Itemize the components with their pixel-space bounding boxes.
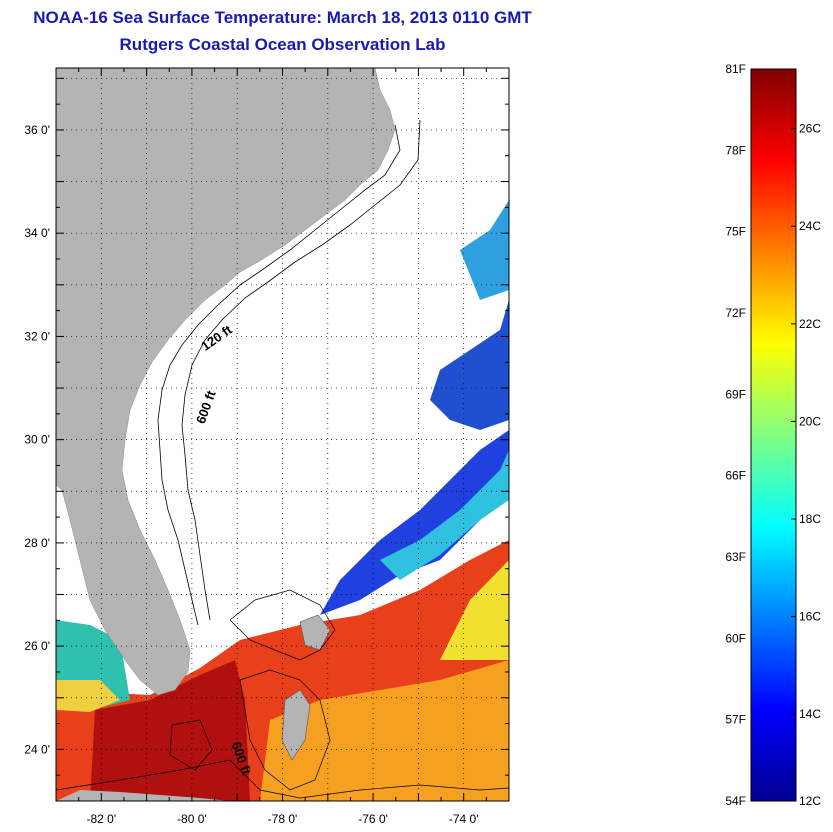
contour-bahamas [229, 589, 336, 661]
colorbar-celsius-label: 18C [799, 512, 821, 526]
colorbar-celsius-label: 24C [799, 219, 821, 233]
map-layers [56, 68, 509, 801]
sst-north-patch-2 [460, 200, 509, 300]
colorbar-celsius-label: 16C [799, 610, 821, 624]
chart-subtitle: Rutgers Coastal Ocean Observation Lab [119, 35, 446, 54]
sst-cool-front [320, 430, 509, 615]
colorbar-fahrenheit-label: 63F [725, 550, 746, 564]
lat-tick-label: 28 0' [24, 536, 50, 550]
lat-tick-label: 30 0' [24, 433, 50, 447]
lon-tick-label: -74 0' [449, 812, 479, 826]
contour-south [56, 759, 509, 799]
colorbar-fahrenheit-label: 78F [725, 143, 746, 157]
sst-cyan-band [380, 450, 509, 580]
colorbar-fahrenheit-label: 60F [725, 631, 746, 645]
colorbar-celsius-label: 20C [799, 414, 821, 428]
lat-tick-label: 36 0' [24, 123, 50, 137]
colorbar-fahrenheit-label: 81F [725, 62, 746, 76]
colorbar-fahrenheit-label: 72F [725, 306, 746, 320]
colorbar-labels: 81F 78F 75F 72F 69F 66F 63F 60F 57F 54F 26C 24C 22C 2… [725, 62, 821, 808]
sst-yellow-region [440, 560, 509, 660]
land-us-coast [56, 68, 396, 696]
contour-600ft [181, 119, 421, 621]
colorbar-fahrenheit-label: 66F [725, 469, 746, 483]
colorbar-celsius-label: 22C [799, 317, 821, 331]
land-cuba-edge [56, 790, 230, 801]
land-bahamas-andros [281, 689, 311, 761]
axis-ticks: 36 0' 34 0' 32 0' 30 0' 28 0' 26 0' 24 0' -82 0… [24, 68, 510, 826]
lon-tick-label: -76 0' [358, 812, 388, 826]
contour-cay-sal [169, 719, 213, 771]
colorbar-fahrenheit-label: 57F [725, 713, 746, 727]
lat-tick-label: 24 0' [24, 742, 50, 756]
colorbar-fahrenheit-label: 75F [725, 225, 746, 239]
lon-tick-label: -82 0' [86, 812, 116, 826]
lat-tick-label: 34 0' [24, 226, 50, 240]
colorbar-fahrenheit-label: 69F [725, 387, 746, 401]
contour-bahamas-2 [239, 669, 331, 791]
lon-tick-label: -80 0' [177, 812, 207, 826]
sst-west-patch-yellow [56, 680, 120, 712]
contour-120ft [157, 124, 401, 626]
chart-title: NOAA-16 Sea Surface Temperature: March 1… [33, 8, 532, 27]
colorbar-celsius-label: 14C [799, 707, 821, 721]
colorbar-celsius-label: 26C [799, 122, 821, 136]
land-bahamas-abaco [299, 614, 331, 651]
lat-tick-label: 26 0' [24, 639, 50, 653]
sst-orange-region [260, 660, 509, 801]
colorbar-celsius-label: 12C [799, 794, 821, 808]
colorbar-fahrenheit-label: 54F [725, 794, 746, 808]
sst-north-patch [430, 300, 509, 430]
sst-dark-red-region [90, 660, 250, 801]
colorbar [750, 68, 797, 802]
lat-tick-label: 32 0' [24, 329, 50, 343]
lon-tick-label: -78 0' [268, 812, 298, 826]
